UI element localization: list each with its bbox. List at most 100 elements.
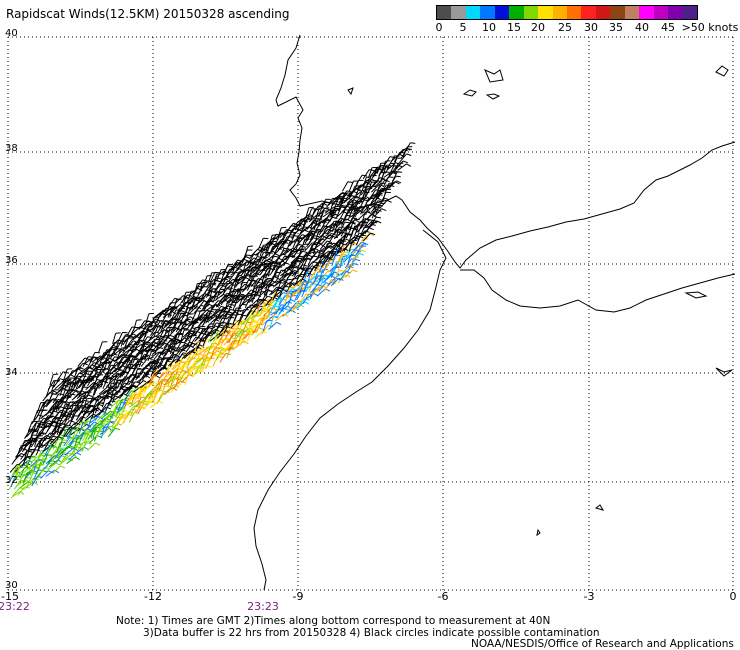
wind-barb-flag: [68, 457, 73, 462]
wind-barb-flag: [195, 330, 201, 334]
wind-barb: [200, 315, 209, 324]
wind-barb-flag: [375, 216, 381, 219]
wind-barb: [203, 300, 210, 312]
wind-barb: [223, 309, 231, 319]
wind-barb: [145, 359, 155, 368]
wind-barb: [191, 310, 198, 322]
wind-barb: [257, 318, 262, 330]
wind-barb-flag: [234, 320, 240, 322]
wind-barb: [40, 470, 49, 479]
wind-barb: [62, 420, 71, 429]
wind-barb: [362, 169, 370, 180]
wind-barb: [325, 242, 335, 251]
wind-barb: [246, 257, 255, 267]
wind-barb: [246, 294, 254, 304]
wind-barb: [61, 429, 67, 440]
wind-barb: [241, 330, 250, 341]
wind-barb: [26, 456, 32, 468]
wind-barb: [247, 330, 252, 342]
wind-barb-flag: [396, 180, 402, 184]
wind-barb: [290, 243, 299, 254]
wind-barb: [326, 248, 336, 257]
wind-barb: [303, 230, 313, 239]
wind-barb: [100, 376, 105, 388]
legend-swatch: [451, 6, 466, 19]
wind-barb: [13, 453, 22, 463]
wind-barb: [288, 267, 295, 278]
wind-barb: [146, 396, 153, 407]
legend-swatch: [552, 6, 567, 19]
wind-barb: [32, 421, 38, 432]
wind-barb-flag: [176, 338, 182, 342]
legend-tick: 35: [609, 21, 623, 34]
wind-barb: [123, 397, 130, 409]
wind-barb: [267, 265, 272, 277]
wind-barb: [371, 184, 380, 193]
wind-barb: [370, 204, 379, 213]
legend-tick: 30: [584, 21, 598, 34]
wind-barb: [186, 358, 191, 370]
wind-barb: [119, 334, 127, 344]
wind-barb: [14, 467, 19, 479]
wind-barb: [101, 349, 108, 360]
wind-barb-flag: [70, 393, 76, 396]
wind-barb: [340, 215, 347, 226]
wind-barb: [193, 365, 199, 376]
wind-barb: [189, 317, 199, 327]
wind-barb: [355, 184, 361, 196]
wind-barb: [259, 315, 268, 325]
wind-barb-flag: [86, 442, 92, 445]
wind-barb: [303, 282, 308, 293]
wind-barb-flag: [170, 345, 176, 348]
wind-barb-flag: [369, 227, 374, 231]
wind-barb: [158, 391, 165, 402]
wind-barb: [299, 281, 304, 293]
wind-barb: [306, 274, 311, 286]
wind-barb: [187, 318, 197, 327]
wind-barb-flag: [48, 470, 54, 474]
wind-barb: [61, 390, 66, 401]
wind-barb: [235, 330, 244, 340]
wind-barb: [136, 396, 142, 408]
wind-barb: [73, 443, 77, 455]
wind-barb: [148, 331, 156, 342]
wind-barb: [228, 263, 239, 272]
wind-barb: [105, 352, 114, 362]
wind-barb: [61, 445, 70, 455]
wind-barb: [52, 393, 60, 404]
wind-barb: [344, 269, 354, 278]
wind-barb-flag: [286, 305, 292, 309]
wind-barb-flag: [395, 175, 401, 178]
wind-barb: [218, 310, 227, 320]
wind-barb: [348, 180, 354, 192]
wind-barb-flag: [271, 265, 277, 267]
wind-barb: [108, 356, 116, 367]
wind-barb: [361, 178, 370, 187]
wind-barb: [225, 269, 230, 280]
wind-barb: [202, 275, 208, 287]
wind-barb: [173, 299, 178, 311]
wind-barb: [377, 188, 382, 200]
wind-barb: [397, 147, 407, 157]
wind-barb: [263, 243, 273, 252]
wind-barb: [74, 416, 82, 426]
wind-barb: [53, 409, 61, 420]
wind-barb: [249, 315, 254, 327]
wind-barb: [49, 389, 55, 401]
map-title: Rapidscat Winds(12.5KM) 20150328 ascendi…: [6, 7, 290, 21]
wind-barb: [181, 292, 187, 303]
wind-barb: [212, 273, 218, 285]
wind-barb: [157, 358, 163, 369]
wind-barb: [299, 293, 307, 304]
wind-barb-flag: [114, 395, 120, 399]
time-label: 23:22: [0, 600, 30, 613]
wind-barb: [210, 309, 218, 319]
wind-barb: [227, 294, 236, 304]
lat-label: 38: [5, 143, 18, 154]
notes: Note: 1) Times are GMT 2)Times along bot…: [116, 615, 600, 639]
wind-barb: [166, 353, 176, 363]
wind-barb-flag: [273, 255, 279, 258]
wind-barb: [224, 342, 233, 352]
wind-barb: [40, 455, 45, 467]
